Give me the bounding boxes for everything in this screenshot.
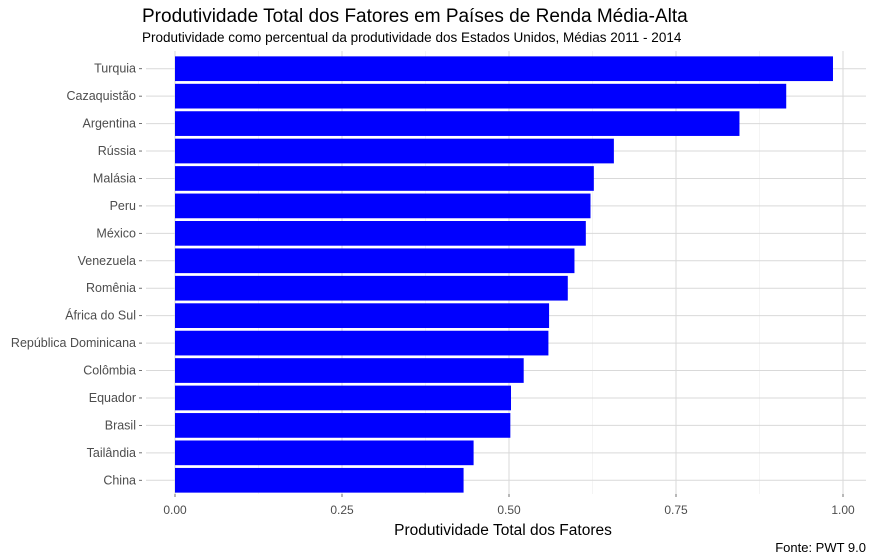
y-tick-label: Malásia — [93, 171, 136, 185]
bar-11 — [175, 358, 524, 383]
x-tick-label: 1.00 — [831, 503, 855, 517]
x-tick-label: 0.25 — [330, 503, 354, 517]
bar-8 — [175, 275, 568, 301]
y-tick-label: Colômbia — [83, 364, 136, 378]
bar-0 — [175, 56, 833, 82]
y-tick-label: México — [96, 226, 136, 240]
bar-15 — [175, 467, 464, 493]
bar-6 — [175, 220, 586, 246]
bar-5 — [175, 193, 591, 219]
bar-4 — [175, 166, 594, 191]
chart-title: Produtividade Total dos Fatores em Paíse… — [142, 6, 688, 27]
y-tick-label: Tailândia — [87, 446, 136, 460]
bar-7 — [175, 248, 575, 274]
y-tick-label: Cazaquistão — [67, 89, 137, 103]
y-tick-label: República Dominicana — [11, 336, 136, 350]
bar-9 — [175, 303, 550, 329]
chart-subtitle: Produtividade como percentual da produti… — [142, 30, 682, 45]
bar-10 — [175, 330, 549, 356]
x-tick-label: 0.00 — [163, 503, 187, 517]
bar-2 — [175, 111, 740, 136]
y-tick-label: Romênia — [86, 281, 136, 295]
x-axis-label: Produtividade Total dos Fatores — [394, 522, 612, 539]
bar-3 — [175, 138, 614, 164]
bar-1 — [175, 83, 787, 109]
bar-14 — [175, 440, 474, 466]
y-tick-label: Rússia — [98, 144, 136, 158]
y-tick-label: Venezuela — [78, 254, 136, 268]
y-tick-label: Argentina — [82, 117, 136, 131]
x-tick-label: 0.75 — [664, 503, 688, 517]
y-tick-label: Brasil — [105, 418, 136, 432]
y-tick-label: Turquia — [94, 62, 136, 76]
chart-caption: Fonte: PWT 9.0 — [775, 540, 866, 555]
y-tick-label: Equador — [89, 391, 136, 405]
y-tick-label: África do Sul — [65, 308, 136, 323]
y-tick-label: Peru — [110, 199, 136, 213]
y-tick-label: China — [103, 473, 136, 487]
x-tick-label: 0.50 — [497, 503, 521, 517]
bar-12 — [175, 385, 512, 411]
bar-13 — [175, 413, 511, 438]
